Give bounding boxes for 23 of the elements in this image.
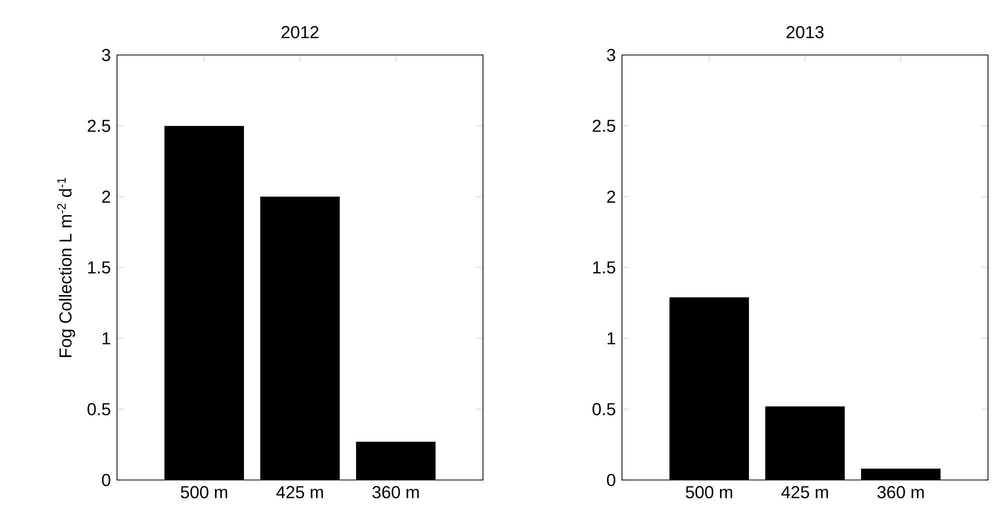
y-tick-label: 3 bbox=[102, 48, 110, 62]
x-tick-label: 360 m bbox=[372, 486, 419, 498]
x-tick-label: 500 m bbox=[180, 486, 228, 498]
y-tick-label: 2 bbox=[607, 190, 616, 203]
y-tick-label: 0.5 bbox=[592, 403, 616, 416]
y-tick-label: 1.5 bbox=[88, 261, 110, 274]
chart-title: 2013 bbox=[786, 26, 824, 38]
y-tick-label: 2 bbox=[102, 190, 110, 203]
y-tick-label: 2.5 bbox=[592, 120, 616, 132]
y-tick-label: 2.5 bbox=[88, 120, 110, 132]
x-tick-label: 425 m bbox=[781, 486, 828, 498]
y-tick-label: 1 bbox=[608, 332, 616, 344]
x-tick-label: 500 m bbox=[686, 486, 732, 498]
y-tick-label: 1 bbox=[102, 332, 110, 344]
y-tick-label: 0 bbox=[606, 474, 616, 486]
y-tick-label: 0 bbox=[102, 474, 110, 486]
y-tick-label: 1.5 bbox=[593, 261, 616, 274]
y-axis-title: Fog Collection L m$^{-2}$ d$^{-1}$ bbox=[57, 178, 76, 358]
chart-title: 2012 bbox=[282, 26, 318, 38]
y-tick-label: 0.5 bbox=[88, 403, 110, 416]
y-tick-label: 3 bbox=[606, 48, 616, 62]
x-tick-label: 360 m bbox=[877, 486, 924, 498]
x-tick-label: 425 m bbox=[276, 486, 323, 498]
